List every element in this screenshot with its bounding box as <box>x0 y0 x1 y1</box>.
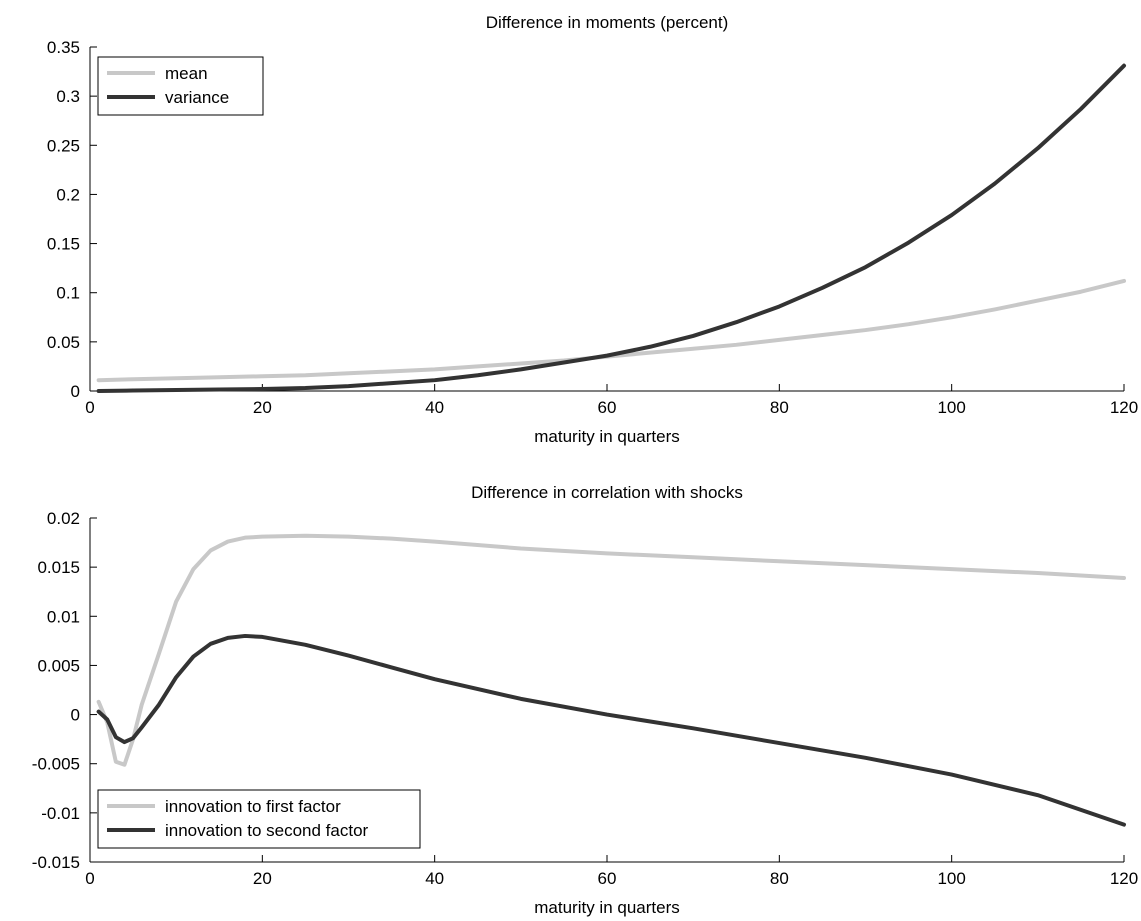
y-tick-label: 0.01 <box>47 607 80 626</box>
y-tick-label: 0.015 <box>37 558 80 577</box>
y-tick-label: 0.005 <box>37 656 80 675</box>
x-axis-label: maturity in quarters <box>534 898 680 917</box>
chart-title: Difference in moments (percent) <box>486 13 729 32</box>
y-tick-label: 0.25 <box>47 136 80 155</box>
legend-entry-label: mean <box>165 64 208 83</box>
y-tick-label: 0.15 <box>47 235 80 254</box>
series-line-innovation-to-second-factor <box>96 633 1126 827</box>
series-line-innovation-to-first-factor <box>96 533 1126 767</box>
legend: mean variance <box>97 56 264 116</box>
y-tick-label: -0.01 <box>41 804 80 823</box>
x-tick-label: 100 <box>937 869 965 888</box>
legend-entry-label: innovation to second factor <box>165 821 369 840</box>
y-tick-label: -0.015 <box>32 853 80 872</box>
x-tick-label: 20 <box>253 869 272 888</box>
x-tick-label: 40 <box>425 869 444 888</box>
x-tick-label: 120 <box>1110 398 1138 417</box>
x-tick-label: 40 <box>425 398 444 417</box>
y-tick-label: 0.02 <box>47 509 80 528</box>
chart-title: Difference in correlation with shocks <box>471 483 743 502</box>
legend-box <box>97 56 264 116</box>
y-tick-label: 0.3 <box>56 87 80 106</box>
correlation-panel: Difference in correlation with shocks 0 20… <box>32 483 1138 917</box>
y-tick-label: 0.35 <box>47 38 80 57</box>
x-tick-label: 20 <box>253 398 272 417</box>
y-tick-label: -0.005 <box>32 755 80 774</box>
legend: innovation to first factor innovation to … <box>97 789 421 849</box>
y-tick-label: 0 <box>71 382 80 401</box>
y-tick-label: 0.1 <box>56 284 80 303</box>
x-tick-label: 60 <box>598 869 617 888</box>
x-tick-label: 80 <box>770 398 789 417</box>
x-tick-label: 80 <box>770 869 789 888</box>
y-tick-label: 0.05 <box>47 333 80 352</box>
moments-panel: Difference in moments (percent) 0 20 40 60 80… <box>47 13 1138 446</box>
legend-entry-label: innovation to first factor <box>165 797 341 816</box>
x-tick-label: 0 <box>85 869 94 888</box>
legend-box <box>97 789 421 849</box>
series-line-variance <box>96 63 1126 393</box>
series-line-mean <box>96 278 1126 383</box>
x-tick-label: 60 <box>598 398 617 417</box>
x-tick-label: 100 <box>937 398 965 417</box>
x-tick-label: 120 <box>1110 869 1138 888</box>
x-axis-label: maturity in quarters <box>534 427 680 446</box>
y-tick-label: 0 <box>71 706 80 725</box>
y-tick-label: 0.2 <box>56 185 80 204</box>
legend-entry-label: variance <box>165 88 229 107</box>
x-tick-label: 0 <box>85 398 94 417</box>
